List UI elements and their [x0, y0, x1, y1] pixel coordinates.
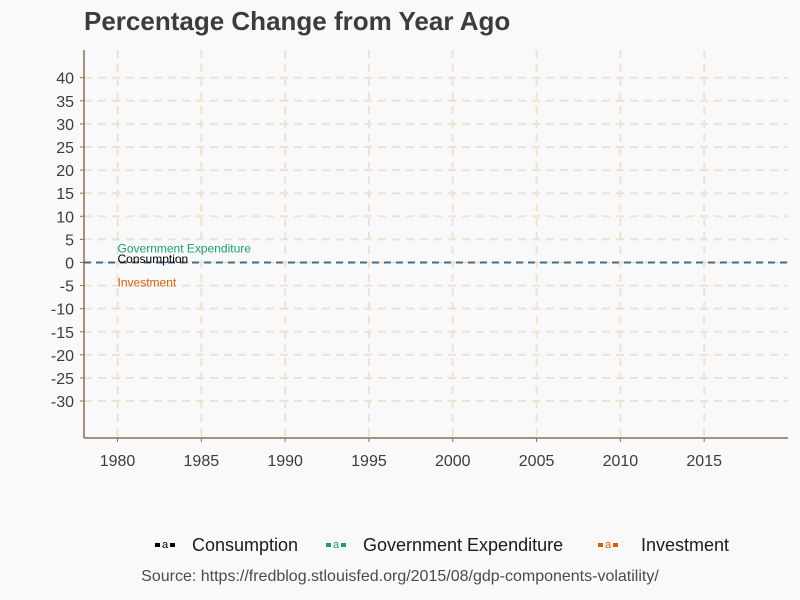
y-tick-label: 35 [56, 94, 74, 111]
x-tick-label: 1990 [267, 453, 303, 470]
y-tick-label: 5 [65, 232, 74, 249]
legend-key-consumption: a [152, 532, 178, 558]
y-tick-label: 25 [56, 140, 74, 157]
y-tick-label: 0 [65, 255, 74, 272]
y-tick-label: -5 [60, 279, 74, 296]
y-tick-label: -10 [51, 302, 74, 319]
series-annotation: Government Expenditure [118, 242, 252, 256]
legend-glyph-investment: a [603, 536, 613, 554]
x-tick-label: 1980 [100, 453, 136, 470]
chart-legend: a Consumption a Government Expenditure a… [0, 532, 800, 558]
series-annotation: Consumption [118, 252, 189, 266]
legend-glyph-government-expenditure: a [331, 536, 341, 554]
series-annotation: Investment [118, 275, 177, 289]
legend-glyph-consumption: a [160, 536, 170, 554]
x-tick-label: 2015 [686, 453, 722, 470]
y-tick-label: -20 [51, 348, 74, 365]
y-tick-label: 30 [56, 117, 74, 134]
legend-item-government-expenditure: a Government Expenditure [323, 532, 563, 558]
chart-plot: -30 -25 -20 -15 -10 -5 0 5 10 15 20 25 30 35 40 1980 198… [51, 50, 788, 470]
legend-label-consumption: Consumption [192, 534, 299, 555]
y-tick-label: -30 [51, 394, 74, 411]
legend-item-investment: a Investment [595, 532, 729, 558]
x-tick-label: 1995 [351, 453, 387, 470]
x-tick-label: 2000 [435, 453, 471, 470]
chart-source: Source: https://fredblog.stlouisfed.org/… [141, 568, 659, 585]
chart-title: Percentage Change from Year Ago [84, 6, 511, 36]
y-tick-label: -25 [51, 371, 74, 388]
legend-item-consumption: a Consumption [152, 532, 298, 558]
y-tick-label: -15 [51, 325, 74, 342]
legend-key-government-expenditure: a [323, 532, 349, 558]
legend-key-investment: a [595, 532, 621, 558]
y-tick-label: 10 [56, 209, 74, 226]
legend-label-investment: Investment [641, 534, 730, 555]
x-tick-label: 1985 [184, 453, 220, 470]
x-tick-label: 2010 [603, 453, 639, 470]
y-tick-label: 15 [56, 186, 74, 203]
legend-label-government-expenditure: Government Expenditure [363, 534, 564, 555]
y-tick-label: 40 [56, 71, 74, 88]
y-tick-label: 20 [56, 163, 74, 180]
x-tick-label: 2005 [519, 453, 555, 470]
